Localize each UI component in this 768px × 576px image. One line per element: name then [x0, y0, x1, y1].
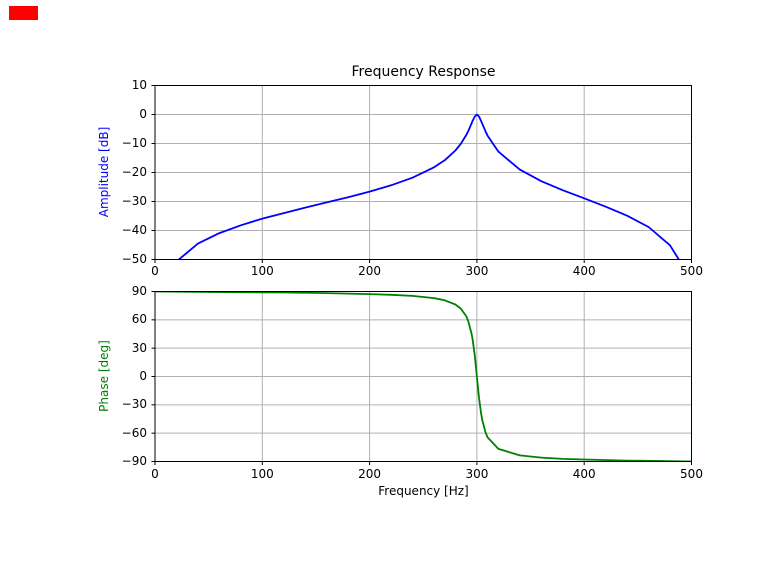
x-tick-label: 100 — [250, 467, 274, 481]
y-tick-label: −40 — [121, 223, 147, 237]
gridlines — [154, 291, 692, 462]
tick-marks — [151, 85, 692, 263]
x-tick-label: 400 — [572, 467, 596, 481]
y-tick-label: −10 — [121, 136, 147, 150]
x-tick-label: 0 — [151, 467, 159, 481]
x-tick-label: 500 — [680, 467, 703, 481]
y-tick-label: 0 — [139, 107, 147, 121]
y-tick-label: −30 — [121, 194, 147, 208]
y-tick-label: −50 — [121, 252, 147, 266]
y-tick-label: 30 — [131, 340, 147, 355]
tick-marks — [151, 291, 692, 465]
chart-title: Frequency Response — [351, 64, 496, 80]
x-tick-label: 500 — [680, 264, 703, 278]
y-tick-label: 10 — [131, 78, 147, 92]
y-tick-label: −30 — [121, 397, 147, 412]
amplitude-curve — [177, 113, 680, 260]
x-tick-label: 200 — [358, 264, 382, 278]
y-tick-label: 90 — [131, 284, 147, 298]
y-tick-label: −60 — [121, 425, 147, 440]
red-marker-box — [9, 6, 38, 20]
y-tick-label: 60 — [131, 312, 147, 327]
x-tick-label: 400 — [572, 264, 596, 278]
x-tick-label: 300 — [465, 264, 489, 278]
x-tick-label: 200 — [358, 467, 382, 481]
y-tick-label: −20 — [121, 165, 147, 179]
x-tick-label: 300 — [465, 467, 489, 481]
y-tick-label: −90 — [121, 454, 147, 468]
x-tick-label: 100 — [250, 264, 274, 278]
phase-curve — [155, 291, 692, 462]
frequency-axis-label: Frequency [Hz] — [378, 484, 469, 498]
x-tick-label: 0 — [151, 264, 159, 278]
y-tick-label: 0 — [139, 369, 147, 383]
